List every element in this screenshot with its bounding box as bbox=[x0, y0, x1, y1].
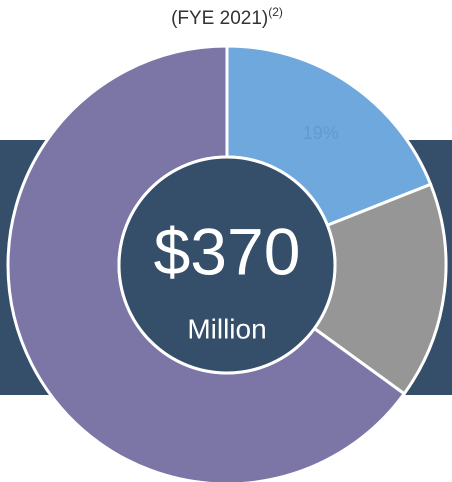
title-text: (FYE 2021) bbox=[171, 8, 268, 29]
center-circle bbox=[117, 155, 337, 375]
chart-title: (FYE 2021)(2) bbox=[171, 5, 283, 29]
value-label: 19% bbox=[303, 123, 339, 143]
segments bbox=[6, 44, 448, 482]
center-label: Million bbox=[187, 313, 266, 344]
title-superscript: (2) bbox=[268, 5, 283, 19]
center-value: $370 bbox=[154, 214, 301, 288]
